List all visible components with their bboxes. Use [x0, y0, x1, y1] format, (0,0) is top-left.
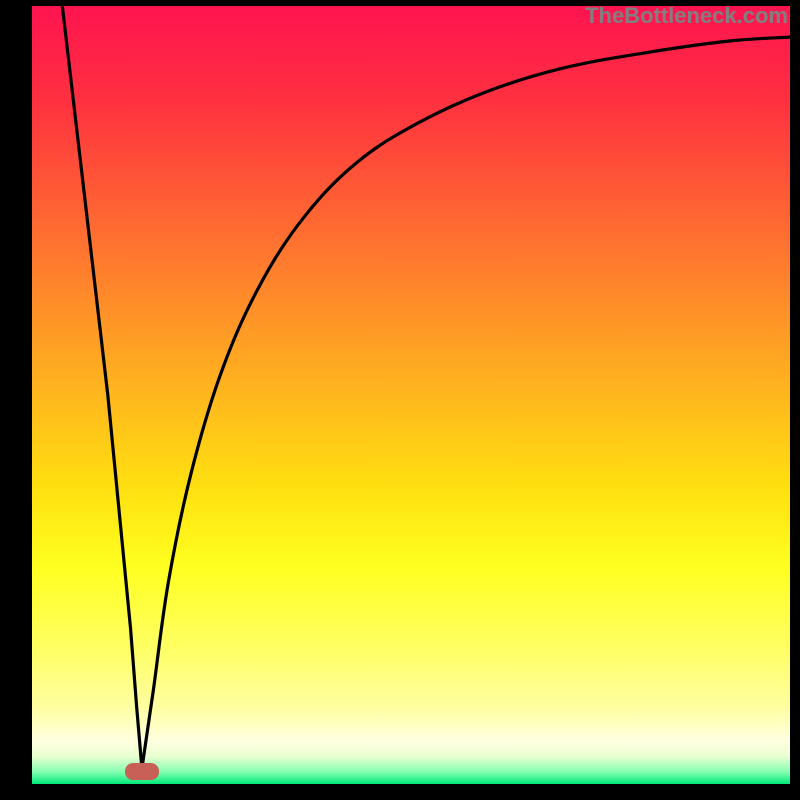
plot-area [32, 6, 790, 784]
bottleneck-chart: TheBottleneck.com [0, 0, 800, 800]
watermark-text: TheBottleneck.com [585, 3, 788, 29]
optimal-point-marker [125, 763, 159, 780]
curve-left-branch [62, 6, 142, 768]
bottleneck-curve [32, 6, 790, 784]
curve-right-branch [142, 37, 790, 768]
